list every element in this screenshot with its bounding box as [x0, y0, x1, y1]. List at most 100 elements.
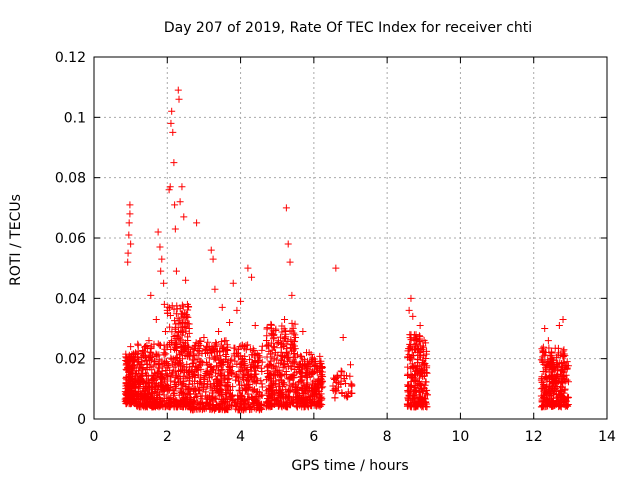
data-point: [265, 397, 273, 405]
data-point: [263, 325, 271, 333]
data-point: [306, 373, 314, 381]
data-point: [142, 369, 150, 377]
data-point: [234, 353, 242, 361]
data-point: [334, 373, 342, 381]
data-point: [409, 312, 417, 320]
data-point: [309, 369, 317, 377]
data-point: [181, 309, 189, 317]
data-point: [404, 363, 412, 371]
data-point: [204, 338, 212, 346]
data-point: [255, 352, 263, 360]
data-point: [269, 364, 277, 372]
data-point: [204, 349, 212, 357]
data-point: [186, 377, 194, 385]
data-point: [268, 387, 276, 395]
data-point: [412, 337, 420, 345]
data-point: [224, 376, 232, 384]
data-point: [412, 387, 420, 395]
data-point: [226, 362, 234, 370]
data-point: [210, 379, 218, 387]
data-point: [540, 402, 548, 410]
data-point: [124, 249, 132, 257]
data-point: [135, 357, 143, 365]
data-point: [169, 360, 177, 368]
data-point: [245, 374, 253, 382]
data-point: [560, 375, 568, 383]
data-point: [418, 346, 426, 354]
data-point: [258, 346, 266, 354]
data-point: [177, 366, 185, 374]
data-point: [248, 386, 256, 394]
data-points: [121, 86, 573, 414]
data-point: [228, 369, 236, 377]
data-point: [539, 357, 547, 365]
data-point: [167, 393, 175, 401]
data-point: [136, 401, 144, 409]
data-point: [153, 352, 161, 360]
data-point: [207, 362, 215, 370]
data-point: [420, 361, 428, 369]
x-tick-label: 6: [309, 429, 318, 445]
data-point: [227, 392, 235, 400]
data-point: [206, 405, 214, 413]
data-point: [538, 345, 546, 353]
data-point: [292, 334, 300, 342]
data-point: [209, 389, 217, 397]
data-point: [310, 377, 318, 385]
data-point: [211, 285, 219, 293]
data-point: [244, 264, 252, 272]
data-point: [228, 356, 236, 364]
data-point: [280, 325, 288, 333]
data-point: [202, 402, 210, 410]
data-point: [551, 344, 559, 352]
data-point: [161, 328, 169, 336]
data-point: [559, 315, 567, 323]
data-point: [216, 359, 224, 367]
data-point: [295, 361, 303, 369]
data-point: [160, 351, 168, 359]
data-point: [564, 393, 572, 401]
data-point: [224, 387, 232, 395]
data-point: [184, 385, 192, 393]
data-point: [154, 389, 162, 397]
data-point: [215, 405, 223, 413]
data-point: [224, 357, 232, 365]
data-point: [288, 327, 296, 335]
data-point: [547, 391, 555, 399]
data-point: [171, 201, 179, 209]
y-tick-label: 0.1: [64, 110, 86, 126]
data-point: [346, 372, 354, 380]
data-point: [297, 352, 305, 360]
data-point: [416, 388, 424, 396]
data-point: [157, 267, 165, 275]
data-point: [342, 380, 350, 388]
data-point: [258, 405, 266, 413]
data-point: [198, 406, 206, 414]
data-point: [171, 325, 179, 333]
data-point: [144, 354, 152, 362]
data-point: [282, 348, 290, 356]
data-point: [246, 356, 254, 364]
data-point: [138, 376, 146, 384]
data-point: [179, 362, 187, 370]
data-point: [541, 385, 549, 393]
data-point: [123, 395, 131, 403]
data-point: [316, 352, 324, 360]
data-point: [315, 391, 323, 399]
data-point: [129, 397, 137, 405]
data-point: [150, 358, 158, 366]
data-point: [149, 379, 157, 387]
data-point: [248, 363, 256, 371]
x-tick-label: 8: [383, 429, 392, 445]
data-point: [213, 375, 221, 383]
data-point: [242, 386, 250, 394]
data-point: [176, 305, 184, 313]
data-point: [167, 377, 175, 385]
data-point: [289, 342, 297, 350]
data-point: [235, 386, 243, 394]
data-point: [416, 321, 424, 329]
data-point: [300, 382, 308, 390]
data-point: [549, 376, 557, 384]
data-point: [291, 320, 299, 328]
data-point: [164, 387, 172, 395]
